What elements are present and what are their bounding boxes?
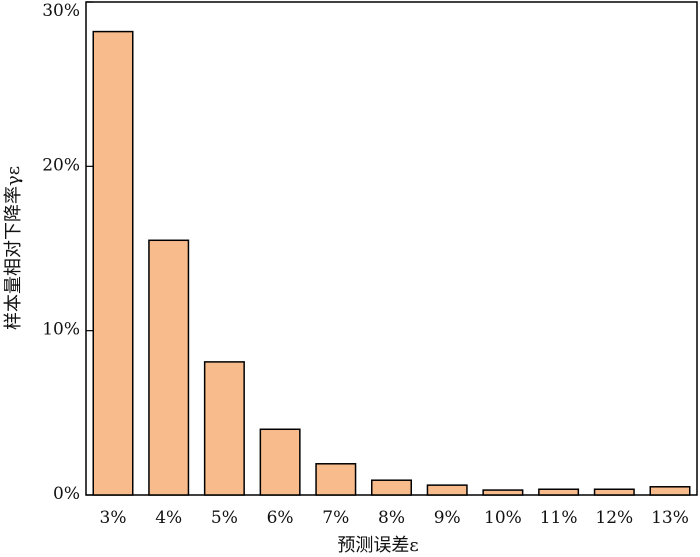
bar-4% xyxy=(148,239,190,496)
bar-3% xyxy=(92,30,134,496)
y-axis-ticks: 0% 10% 20% 30% xyxy=(42,1,93,504)
x-tick-label: 12% xyxy=(595,508,633,528)
x-axis-label: 预测误差ε xyxy=(337,535,418,556)
bar-7% xyxy=(315,463,357,496)
bar-5% xyxy=(203,361,245,496)
bars xyxy=(92,30,691,496)
x-tick-label: 8% xyxy=(378,508,405,528)
bar-9% xyxy=(426,484,468,496)
bar-8% xyxy=(371,479,412,496)
y-tick-label: 0% xyxy=(53,484,80,504)
x-tick-label: 11% xyxy=(540,508,578,528)
bar-13% xyxy=(649,486,691,496)
y-axis-label: 样本量相对下降率γε xyxy=(3,166,24,330)
x-tick-label: 10% xyxy=(484,508,522,528)
x-axis-tick-labels: 3% 4% 5% 6% 7% 8% 9% 10% 11% 12% 13% xyxy=(100,508,689,528)
x-tick-label: 3% xyxy=(100,508,127,528)
x-tick-label: 4% xyxy=(155,508,182,528)
y-tick-label: 10% xyxy=(42,320,80,340)
x-tick-label: 9% xyxy=(434,508,461,528)
bar-10% xyxy=(482,489,524,496)
x-tick-label: 6% xyxy=(267,508,294,528)
x-tick-label: 5% xyxy=(211,508,238,528)
bar-11% xyxy=(538,488,580,496)
bar-12% xyxy=(593,488,635,496)
bar-6% xyxy=(259,428,301,496)
y-tick-label: 30% xyxy=(42,1,80,21)
y-tick-label: 20% xyxy=(42,155,80,175)
x-tick-label: 7% xyxy=(322,508,349,528)
x-tick-label: 13% xyxy=(651,508,689,528)
